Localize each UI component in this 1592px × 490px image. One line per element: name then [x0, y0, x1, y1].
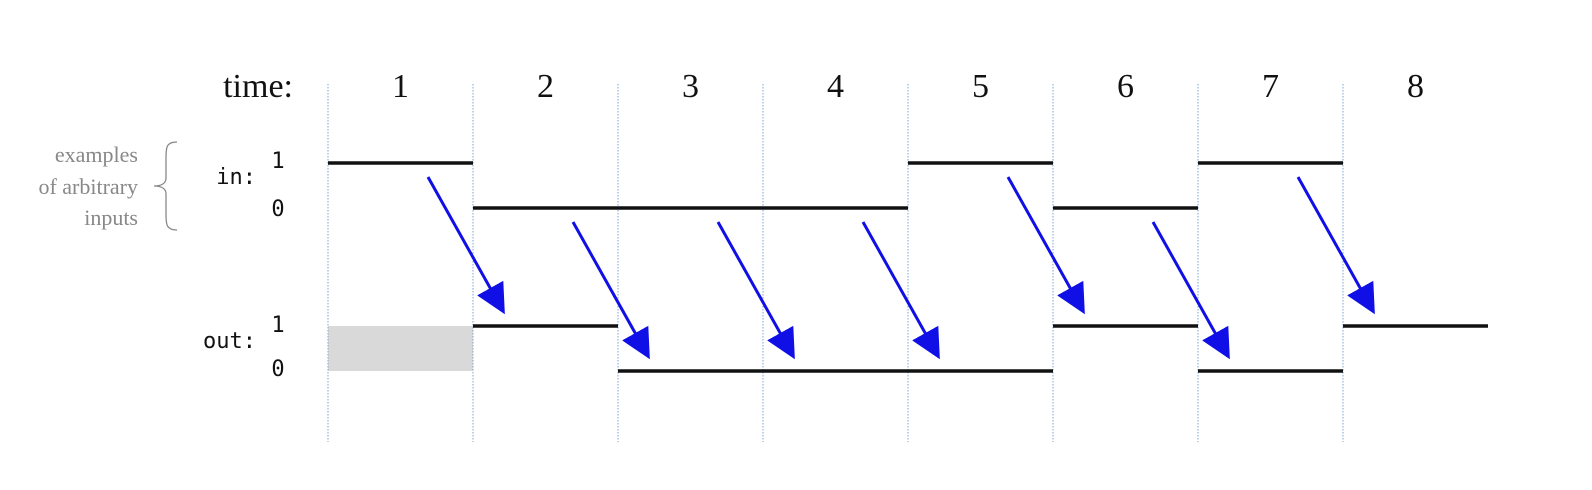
time-gridlines — [327, 84, 1344, 442]
time-step-label: 5 — [972, 68, 989, 105]
time-step-label: 3 — [682, 68, 699, 105]
input-signal-name: in: — [216, 165, 256, 190]
propagation-arrow — [426, 176, 505, 315]
output-waveform — [473, 324, 1488, 373]
output-high-label: 1 — [271, 313, 284, 338]
input-high-label: 1 — [271, 149, 284, 174]
time-step-label: 2 — [537, 68, 554, 105]
propagation-arrow — [1151, 221, 1230, 360]
unknown-output-layer — [328, 326, 473, 371]
time-step-label: 7 — [1262, 68, 1279, 105]
annotation-brace — [153, 141, 178, 231]
time-step-label: 4 — [827, 68, 844, 105]
propagation-arrow — [1006, 176, 1085, 315]
time-step-label: 8 — [1407, 68, 1424, 105]
annotation-line-3: inputs — [84, 205, 138, 230]
propagation-arrow — [1296, 176, 1375, 315]
propagation-arrow — [571, 221, 650, 360]
propagation-arrow — [716, 221, 795, 360]
inputs-annotation: examples of arbitrary inputs — [38, 142, 138, 230]
input-low-label: 0 — [271, 197, 284, 222]
time-step-label: 6 — [1117, 68, 1134, 105]
time-axis-label: time: — [223, 68, 293, 105]
unknown-output-region — [328, 326, 473, 371]
annotation-line-1: examples — [55, 142, 138, 167]
annotation-line-2: of arbitrary — [38, 174, 138, 199]
time-step-label: 1 — [392, 68, 409, 105]
propagation-arrow — [861, 221, 940, 360]
input-waveform — [328, 161, 1343, 210]
time-step-labels: 1 2 3 4 5 6 7 8 — [392, 68, 1424, 105]
output-low-label: 0 — [271, 357, 284, 382]
input-to-output-arrows — [426, 176, 1375, 360]
output-signal-name: out: — [203, 329, 256, 354]
